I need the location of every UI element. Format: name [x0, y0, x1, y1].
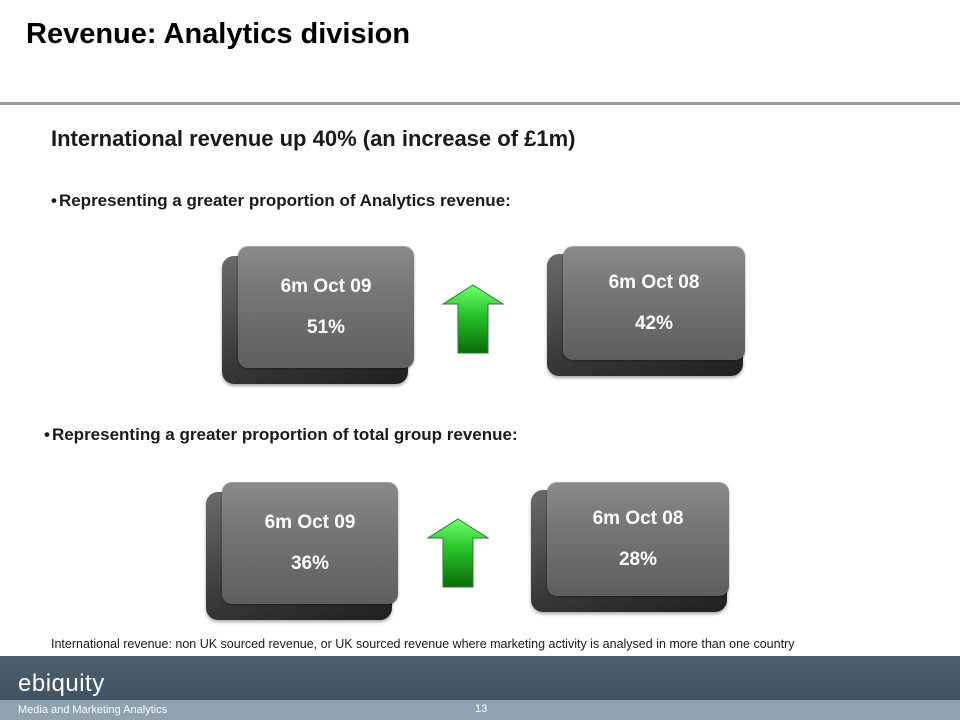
bullet-marker: • — [51, 191, 57, 210]
percent-value: 42% — [634, 313, 674, 334]
bullet-group-proportion: • Representing a greater proportion of to… — [44, 425, 518, 445]
percent-value: 36% — [290, 553, 330, 574]
period-label: 6m Oct 09 — [280, 276, 372, 297]
percent-value: 51% — [306, 317, 346, 338]
bullet-analytics-proportion: • Representing a greater proportion of An… — [51, 191, 511, 211]
metric-key-previous: 6m Oct 08 42% — [547, 246, 747, 378]
period-label: 6m Oct 09 — [264, 512, 356, 533]
slide-heading: International revenue up 40% (an increas… — [51, 126, 576, 151]
company-logo: ebiquity — [18, 670, 105, 697]
metric-key-previous: 6m Oct 08 28% — [531, 482, 731, 614]
key-face: 6m Oct 09 36% — [222, 482, 398, 604]
footer-band — [0, 700, 960, 720]
slide-title: Revenue: Analytics division — [26, 18, 411, 50]
metric-key-current: 6m Oct 09 36% — [206, 482, 398, 622]
percent-value: 28% — [618, 549, 658, 570]
key-face: 6m Oct 08 42% — [563, 246, 745, 360]
bullet-text: Representing a greater proportion of Ana… — [58, 191, 511, 210]
footnote: International revenue: non UK sourced re… — [51, 637, 795, 651]
key-face: 6m Oct 09 51% — [238, 246, 414, 368]
company-tagline: Media and Marketing Analytics — [18, 704, 168, 716]
metric-key-current: 6m Oct 09 51% — [222, 246, 414, 386]
key-face: 6m Oct 08 28% — [547, 482, 729, 596]
period-label: 6m Oct 08 — [592, 508, 684, 529]
title-divider — [0, 102, 960, 105]
up-arrow-icon — [442, 284, 504, 354]
page-number: 13 — [475, 703, 488, 715]
bullet-marker: • — [44, 425, 50, 444]
bullet-text: Representing a greater proportion of tot… — [51, 425, 518, 444]
period-label: 6m Oct 08 — [608, 272, 700, 293]
up-arrow-icon — [427, 518, 489, 588]
